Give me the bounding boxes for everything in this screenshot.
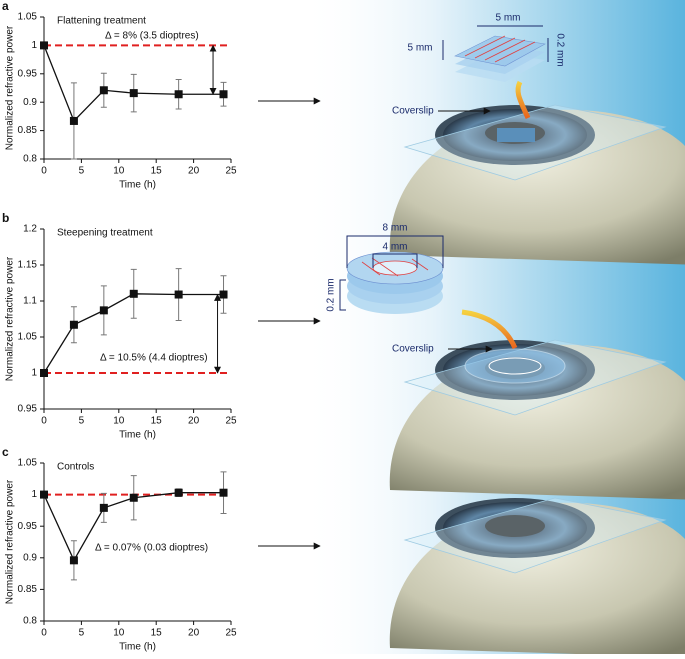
x-tick-label: 10: [113, 166, 125, 177]
y-tick-label: 1.05: [18, 332, 38, 343]
x-tick-label: 0: [41, 416, 47, 427]
dimension-label: 0.2 mm: [326, 278, 337, 311]
x-tick-label: 15: [151, 166, 163, 177]
dimension-label: 4 mm: [383, 242, 408, 253]
chart: 0.95 1 1.05 1.1 1.15 1.2 0 5 10 15 20 25 Time (h) Nor…: [2, 211, 237, 440]
y-tick-label: 0.95: [18, 521, 38, 532]
data-point: [99, 306, 108, 315]
series-line: [43, 293, 224, 374]
x-tick-label: 0: [41, 166, 47, 177]
x-tick-label: 25: [225, 628, 237, 639]
data-point: [129, 493, 138, 502]
inset-title: Steepening treatment: [57, 228, 153, 239]
x-tick-label: 20: [188, 628, 200, 639]
data-point: [40, 369, 48, 377]
annotation: Δ = 10.5% (4.4 dioptres): [100, 353, 208, 364]
dimension-label: 8 mm: [383, 223, 408, 234]
x-tick-label: 15: [151, 628, 163, 639]
y-tick-label: 1.15: [18, 260, 38, 271]
series-line: [43, 492, 224, 562]
y-tick-label: 0.95: [18, 68, 38, 79]
x-tick-label: 20: [188, 416, 200, 427]
coverslip-label: Coverslip: [392, 344, 434, 355]
series-line: [43, 45, 224, 123]
illustration-b: 8 mm 4 mm 0.2 mm Coverslip: [326, 223, 685, 501]
y-tick-label: 1.1: [23, 296, 37, 307]
annotation: Δ = 8% (3.5 dioptres): [105, 31, 199, 42]
y-axis-label: Normalized refractive power: [5, 25, 16, 150]
x-tick-label: 15: [151, 416, 163, 427]
dimension-label: 5 mm: [496, 13, 521, 24]
y-tick-label: 1.05: [18, 458, 38, 469]
inset-title: Flattening treatment: [57, 16, 146, 27]
data-point: [219, 488, 228, 497]
data-point: [69, 320, 78, 329]
data-point: [40, 490, 48, 499]
panel-label: c: [2, 445, 9, 459]
x-axis-label: Time (h): [119, 430, 156, 441]
y-tick-label: 0.8: [23, 616, 37, 627]
x-axis-label: Time (h): [119, 642, 156, 653]
y-tick-label: 1: [31, 489, 37, 500]
x-tick-label: 10: [113, 628, 125, 639]
data-point: [219, 90, 228, 99]
y-tick-label: 0.8: [23, 154, 37, 165]
y-tick-label: 0.9: [23, 552, 37, 563]
x-tick-label: 25: [225, 416, 237, 427]
x-tick-label: 25: [225, 166, 237, 177]
data-point: [219, 290, 228, 299]
flow-arrows: [258, 97, 321, 550]
chart: 0.8 0.85 0.9 0.95 1 1.05 0 5 10 15 20 25 Time (h) Nor…: [2, 445, 237, 652]
data-point: [174, 90, 183, 99]
data-point: [129, 289, 138, 298]
data-point: [69, 556, 78, 565]
y-axis-label: Normalized refractive power: [5, 256, 16, 381]
annotation: Δ = 0.07% (0.03 dioptres): [95, 543, 208, 554]
panel-label: a: [2, 0, 9, 13]
data-point: [99, 86, 108, 95]
y-tick-label: 1: [31, 368, 37, 379]
y-tick-label: 1.2: [23, 224, 37, 235]
y-tick-label: 1: [31, 40, 37, 51]
data-point: [174, 488, 183, 497]
dimension-label: 0.2 mm: [554, 33, 565, 66]
y-axis-label: Normalized refractive power: [5, 479, 16, 604]
coverslip-label: Coverslip: [392, 106, 434, 117]
y-tick-label: 0.85: [18, 125, 38, 136]
y-tick-label: 1.05: [18, 12, 38, 23]
y-tick-label: 0.85: [18, 584, 38, 595]
x-tick-label: 5: [79, 416, 85, 427]
dimension-label: 5 mm: [408, 43, 433, 54]
y-tick-label: 0.9: [23, 97, 37, 108]
x-tick-label: 10: [113, 416, 125, 427]
data-point: [99, 503, 108, 512]
x-axis-label: Time (h): [119, 180, 156, 191]
panel-label: b: [2, 211, 9, 225]
x-tick-label: 5: [79, 166, 85, 177]
y-tick-label: 0.95: [18, 404, 38, 415]
data-point: [174, 290, 183, 299]
x-tick-label: 0: [41, 628, 47, 639]
data-point: [129, 89, 138, 98]
data-point: [69, 116, 78, 125]
x-tick-label: 20: [188, 166, 200, 177]
inset-title: Controls: [57, 462, 94, 473]
x-tick-label: 5: [79, 628, 85, 639]
chart: 0.8 0.85 0.9 0.95 1 1.05 0 5 10 15 20 25 Time (h) Nor…: [2, 0, 237, 191]
illustration-a: 5 mm 5 mm 0.2 mm Coverslip: [389, 13, 685, 266]
data-point: [40, 41, 48, 50]
